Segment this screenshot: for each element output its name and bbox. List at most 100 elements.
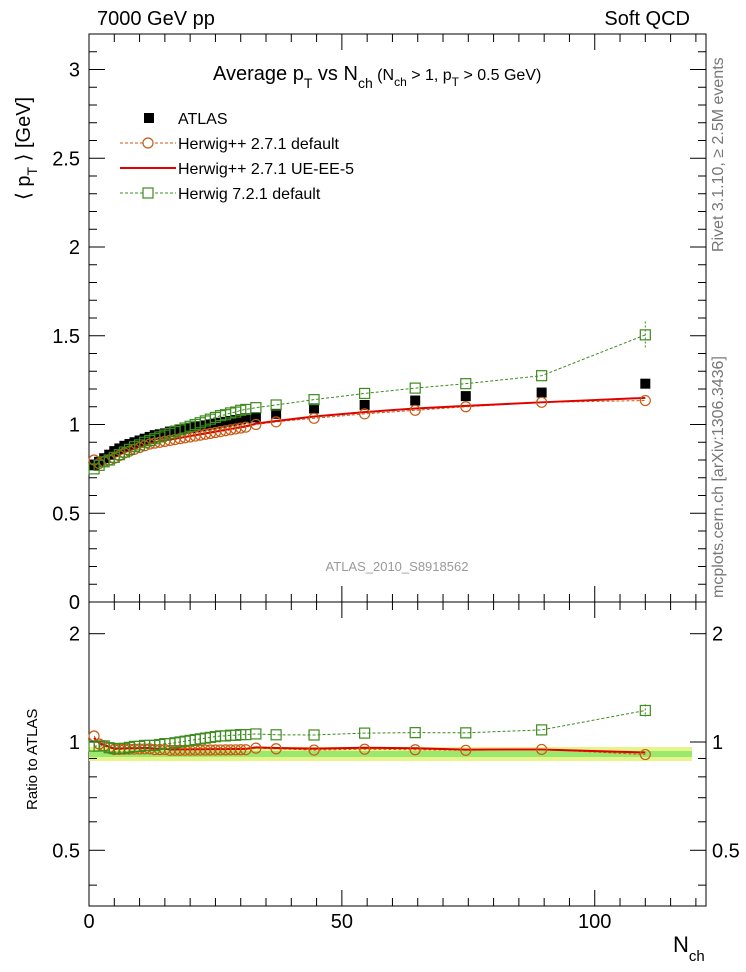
- title-sub-t: T: [304, 75, 313, 91]
- herwigpp-default-point: [240, 421, 252, 433]
- legend-entry: Herwig 7.2.1 default: [120, 186, 321, 203]
- xlabel-sub: ch: [689, 948, 705, 965]
- ratio-herwig7-default-point: [308, 729, 320, 741]
- ratio-y-tick-label: 1: [69, 732, 80, 754]
- ratio-herwigpp-default-point: [308, 744, 320, 756]
- title-vs: vs N: [312, 63, 358, 85]
- herwig7-default-point: [270, 399, 282, 411]
- herwigpp-default-point: [270, 416, 282, 428]
- mcplots-side-label: mcplots.cern.ch [arXiv:1306.3436]: [710, 356, 727, 598]
- main-y-tick-label: 2: [69, 237, 80, 259]
- atlas-point: [271, 408, 282, 419]
- ratio-axis-ticks: 0.5 0.5 1 1 2 2 0 50 100: [52, 602, 740, 933]
- title-cond-sub-t: T: [452, 75, 460, 89]
- process-label: Soft QCD: [604, 8, 690, 30]
- herwigpp-default-point: [359, 408, 371, 420]
- atlas-point: [240, 413, 251, 424]
- atlas-point: [250, 412, 261, 423]
- main-axis-ticks: 0 0.5 1 1.5 2 2.5 3: [52, 33, 706, 614]
- main-y-tick-label: 1: [69, 415, 80, 437]
- main-y-tick-label: 0: [69, 592, 80, 614]
- herwig7-default-point: [409, 382, 421, 394]
- ratio-y-tick-label-right: 1: [712, 732, 723, 754]
- rivet-side-label: Rivet 3.1.10, ≥ 2.5M events: [710, 57, 727, 252]
- ratio-y-tick-label: 2: [69, 624, 80, 646]
- ratio-herwig7-default-point: [409, 727, 421, 739]
- herwigpp-default-point: [235, 422, 247, 434]
- legend-entry: Herwig++ 2.7.1 UE-EE-5: [120, 161, 354, 178]
- title-cond-sub-ch: ch: [394, 75, 407, 89]
- ratio-y-tick-label-right: 2: [712, 624, 723, 646]
- x-tick-label: 50: [331, 911, 353, 933]
- ratio-herwig7-default-point: [270, 729, 282, 741]
- atlas-point: [359, 399, 370, 410]
- ratio-uncertainty-band-inner: [89, 751, 692, 757]
- ratio-herwigpp-default-point: [460, 744, 472, 756]
- ratio-y-tick-label: 0.5: [52, 840, 80, 862]
- ratio-y-label: Ratio to ATLAS: [24, 709, 41, 810]
- ratio-herwig7-default-point: [359, 727, 371, 739]
- herwig7-default-point: [359, 387, 371, 400]
- atlas-point: [220, 416, 231, 427]
- main-y-tick-label: 2.5: [52, 148, 80, 170]
- herwig7-default-point: [308, 394, 320, 406]
- legend-entry: ATLAS: [144, 111, 228, 128]
- legend-herwigpp-default-marker: [142, 137, 154, 149]
- legend-label: Herwig++ 2.7.1 default: [178, 136, 340, 153]
- legend-label: ATLAS: [178, 111, 228, 128]
- atlas-point: [309, 403, 320, 414]
- ratio-herwigpp-default-point: [250, 742, 262, 754]
- atlas-point: [230, 415, 241, 426]
- ratio-herwigpp-default-point: [409, 744, 421, 756]
- ratio-herwig7-default-point: [536, 724, 548, 736]
- atlas-point: [640, 378, 651, 389]
- title-main: Average p: [213, 63, 304, 85]
- x-tick-label: 0: [83, 911, 94, 933]
- herwigpp-default-point: [250, 418, 262, 431]
- ratio-series-layer: [88, 704, 651, 761]
- ylabel-pre: ⟨ p: [13, 176, 35, 200]
- ylabel-post: ⟩ [GeV]: [13, 97, 35, 167]
- title-cond-2: > 1, p: [407, 67, 452, 84]
- legend-label: Herwig 7.2.1 default: [178, 186, 321, 203]
- plot-title: Average pT vs Nch (Nch > 1, pT > 0.5 GeV…: [213, 63, 541, 91]
- analysis-id: ATLAS_2010_S8918562: [326, 559, 469, 574]
- ratio-herwigpp-default-point: [536, 743, 548, 756]
- ratio-herwigpp-default-point: [235, 744, 247, 756]
- title-sub-ch: ch: [358, 75, 373, 91]
- herwigpp-default-point: [536, 396, 548, 408]
- herwig7-default-point: [250, 402, 262, 414]
- ratio-y-tick-label-right: 0.5: [712, 840, 740, 862]
- ratio-herwig7-default-point: [460, 727, 472, 739]
- main-series-layer: [88, 321, 651, 475]
- ratio-herwigpp-default-point: [359, 743, 371, 755]
- x-tick-label: 100: [578, 911, 611, 933]
- herwigpp-default-point: [409, 404, 421, 416]
- legend-atlas-marker: [144, 113, 154, 123]
- herwigpp-default-point: [308, 412, 320, 424]
- ylabel-sub: T: [24, 167, 40, 176]
- atlas-point: [410, 395, 421, 406]
- legend-entry: Herwig++ 2.7.1 default: [120, 136, 340, 153]
- herwigpp-default-point: [460, 401, 472, 413]
- main-y-label: ⟨ pT ⟩ [GeV]: [13, 97, 40, 200]
- ratio-herwig7-default-point: [250, 728, 262, 740]
- atlas-point: [536, 387, 547, 398]
- atlas-point: [460, 391, 471, 402]
- herwigpp-default-point: [639, 394, 651, 407]
- atlas-point: [235, 414, 246, 425]
- energy-label: 7000 GeV pp: [97, 8, 215, 30]
- x-axis-label: Nch: [673, 932, 705, 965]
- main-y-tick-label: 0.5: [52, 503, 80, 525]
- title-cond-3: > 0.5 GeV): [459, 67, 541, 84]
- main-y-tick-label: 1.5: [52, 326, 80, 348]
- xlabel-main: N: [673, 932, 689, 957]
- title-cond-1: (N: [373, 67, 394, 84]
- main-y-tick-label: 3: [69, 60, 80, 82]
- legend: ATLAS Herwig++ 2.7.1 default Herwig++ 2.7.…: [120, 111, 354, 203]
- ratio-herwigpp-default-point: [639, 748, 651, 761]
- legend-label: Herwig++ 2.7.1 UE-EE-5: [178, 161, 354, 178]
- herwig7-default-point: [460, 378, 472, 390]
- atlas-point: [225, 415, 236, 426]
